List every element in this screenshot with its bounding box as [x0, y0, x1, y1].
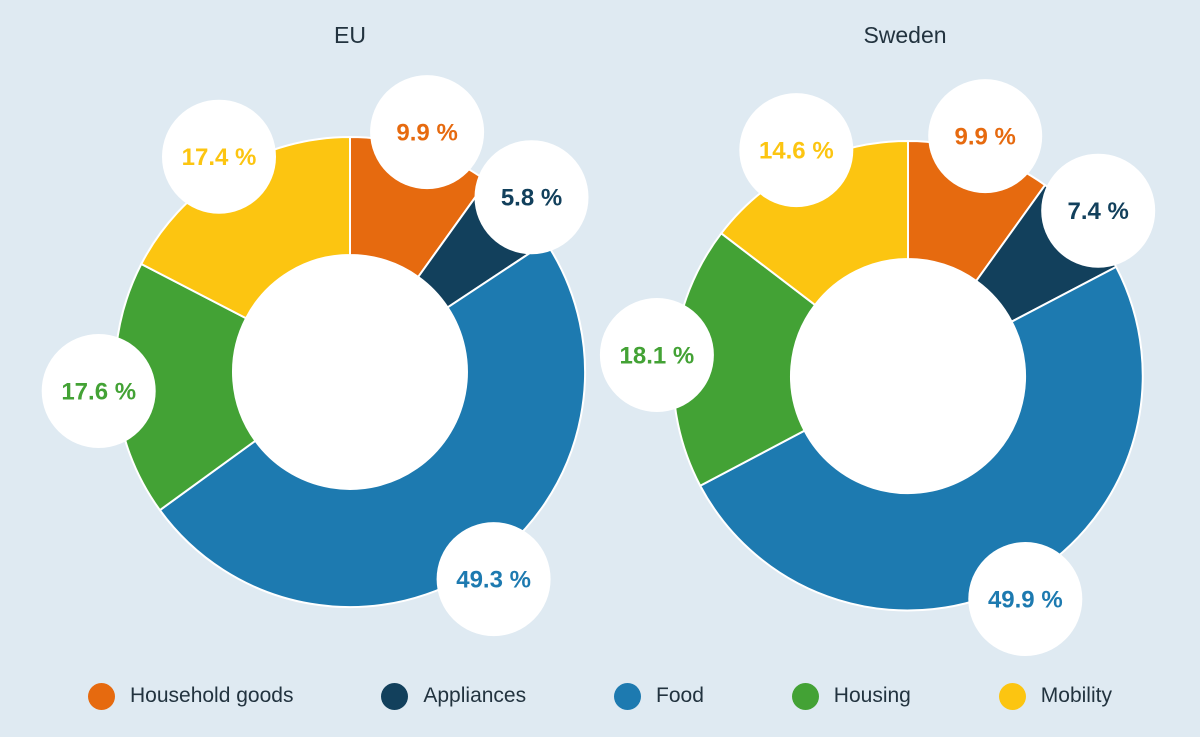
legend-item-food: Food — [614, 682, 704, 710]
value-label-text-eu-food: 49.3 % — [456, 567, 531, 594]
donut-segment-eu-food — [158, 241, 587, 609]
legend-label: Household goods — [130, 684, 294, 707]
housing-color-dot-icon — [791, 682, 819, 710]
donut-segment-eu-mobility — [140, 136, 351, 320]
legend-item-appliances: Appliances — [381, 682, 527, 710]
food-color-dot-icon — [614, 682, 642, 710]
value-label-text-sweden-mobility: 14.6 % — [759, 138, 834, 165]
chart-legend: Household goods Appliances Food Housing … — [88, 668, 1112, 724]
chart-title-eu: EU — [334, 22, 366, 48]
legend-label: Housing — [833, 684, 911, 707]
mobility-color-dot-icon — [998, 682, 1026, 710]
value-label-bubble-eu-household-goods — [370, 75, 485, 190]
value-label-bubble-eu-housing — [41, 334, 156, 448]
value-label-bubble-sweden-food — [968, 542, 1083, 656]
donut-segment-eu-housing — [114, 263, 257, 512]
donut-chart-eu: 9.9 % 5.8 % 49.3 % 17.6 % 17.4 % — [41, 75, 589, 637]
value-label-bubble-eu-mobility — [162, 99, 276, 214]
legend-label: Food — [656, 684, 704, 707]
chart-title-sweden: Sweden — [863, 22, 947, 48]
value-label-text-eu-household-goods: 9.9 % — [396, 120, 457, 147]
value-label-text-sweden-appliances: 7.4 % — [1068, 198, 1129, 225]
value-label-text-eu-mobility: 17.4 % — [182, 144, 257, 171]
value-label-text-sweden-household-goods: 9.9 % — [955, 124, 1016, 151]
legend-item-household-goods: Household goods — [88, 682, 294, 710]
value-label-bubble-sweden-appliances — [1041, 153, 1156, 268]
value-label-bubble-sweden-housing — [599, 298, 714, 412]
donut-segment-sweden-housing — [672, 232, 817, 487]
legend-item-housing: Housing — [791, 682, 911, 710]
donut-chart-sweden: 9.9 % 7.4 % 49.9 % 18.1 % 14.6 % — [599, 79, 1156, 656]
household-goods-color-dot-icon — [88, 682, 115, 710]
value-label-bubble-eu-appliances — [474, 140, 589, 255]
donut-hole — [231, 253, 469, 491]
value-label-text-sweden-housing: 18.1 % — [620, 342, 695, 369]
value-label-bubble-eu-food — [436, 522, 551, 637]
value-label-bubble-sweden-household-goods — [928, 79, 1043, 194]
donut-charts-canvas: 9.9 % 5.8 % 49.3 % 17.6 % 17.4 % 9.9 % 7.4 % 49… — [41, 75, 1156, 656]
value-label-text-eu-housing: 17.6 % — [61, 378, 136, 405]
donut-segment-sweden-food — [699, 265, 1144, 612]
value-label-bubble-sweden-mobility — [739, 93, 854, 208]
legend-item-mobility: Mobility — [998, 682, 1112, 710]
value-label-text-eu-appliances: 5.8 % — [501, 185, 562, 212]
value-label-text-sweden-food: 49.9 % — [988, 586, 1063, 613]
legend-label: Appliances — [423, 684, 527, 707]
legend-label: Mobility — [1040, 684, 1112, 707]
donut-hole — [789, 257, 1027, 495]
appliances-color-dot-icon — [381, 682, 409, 710]
